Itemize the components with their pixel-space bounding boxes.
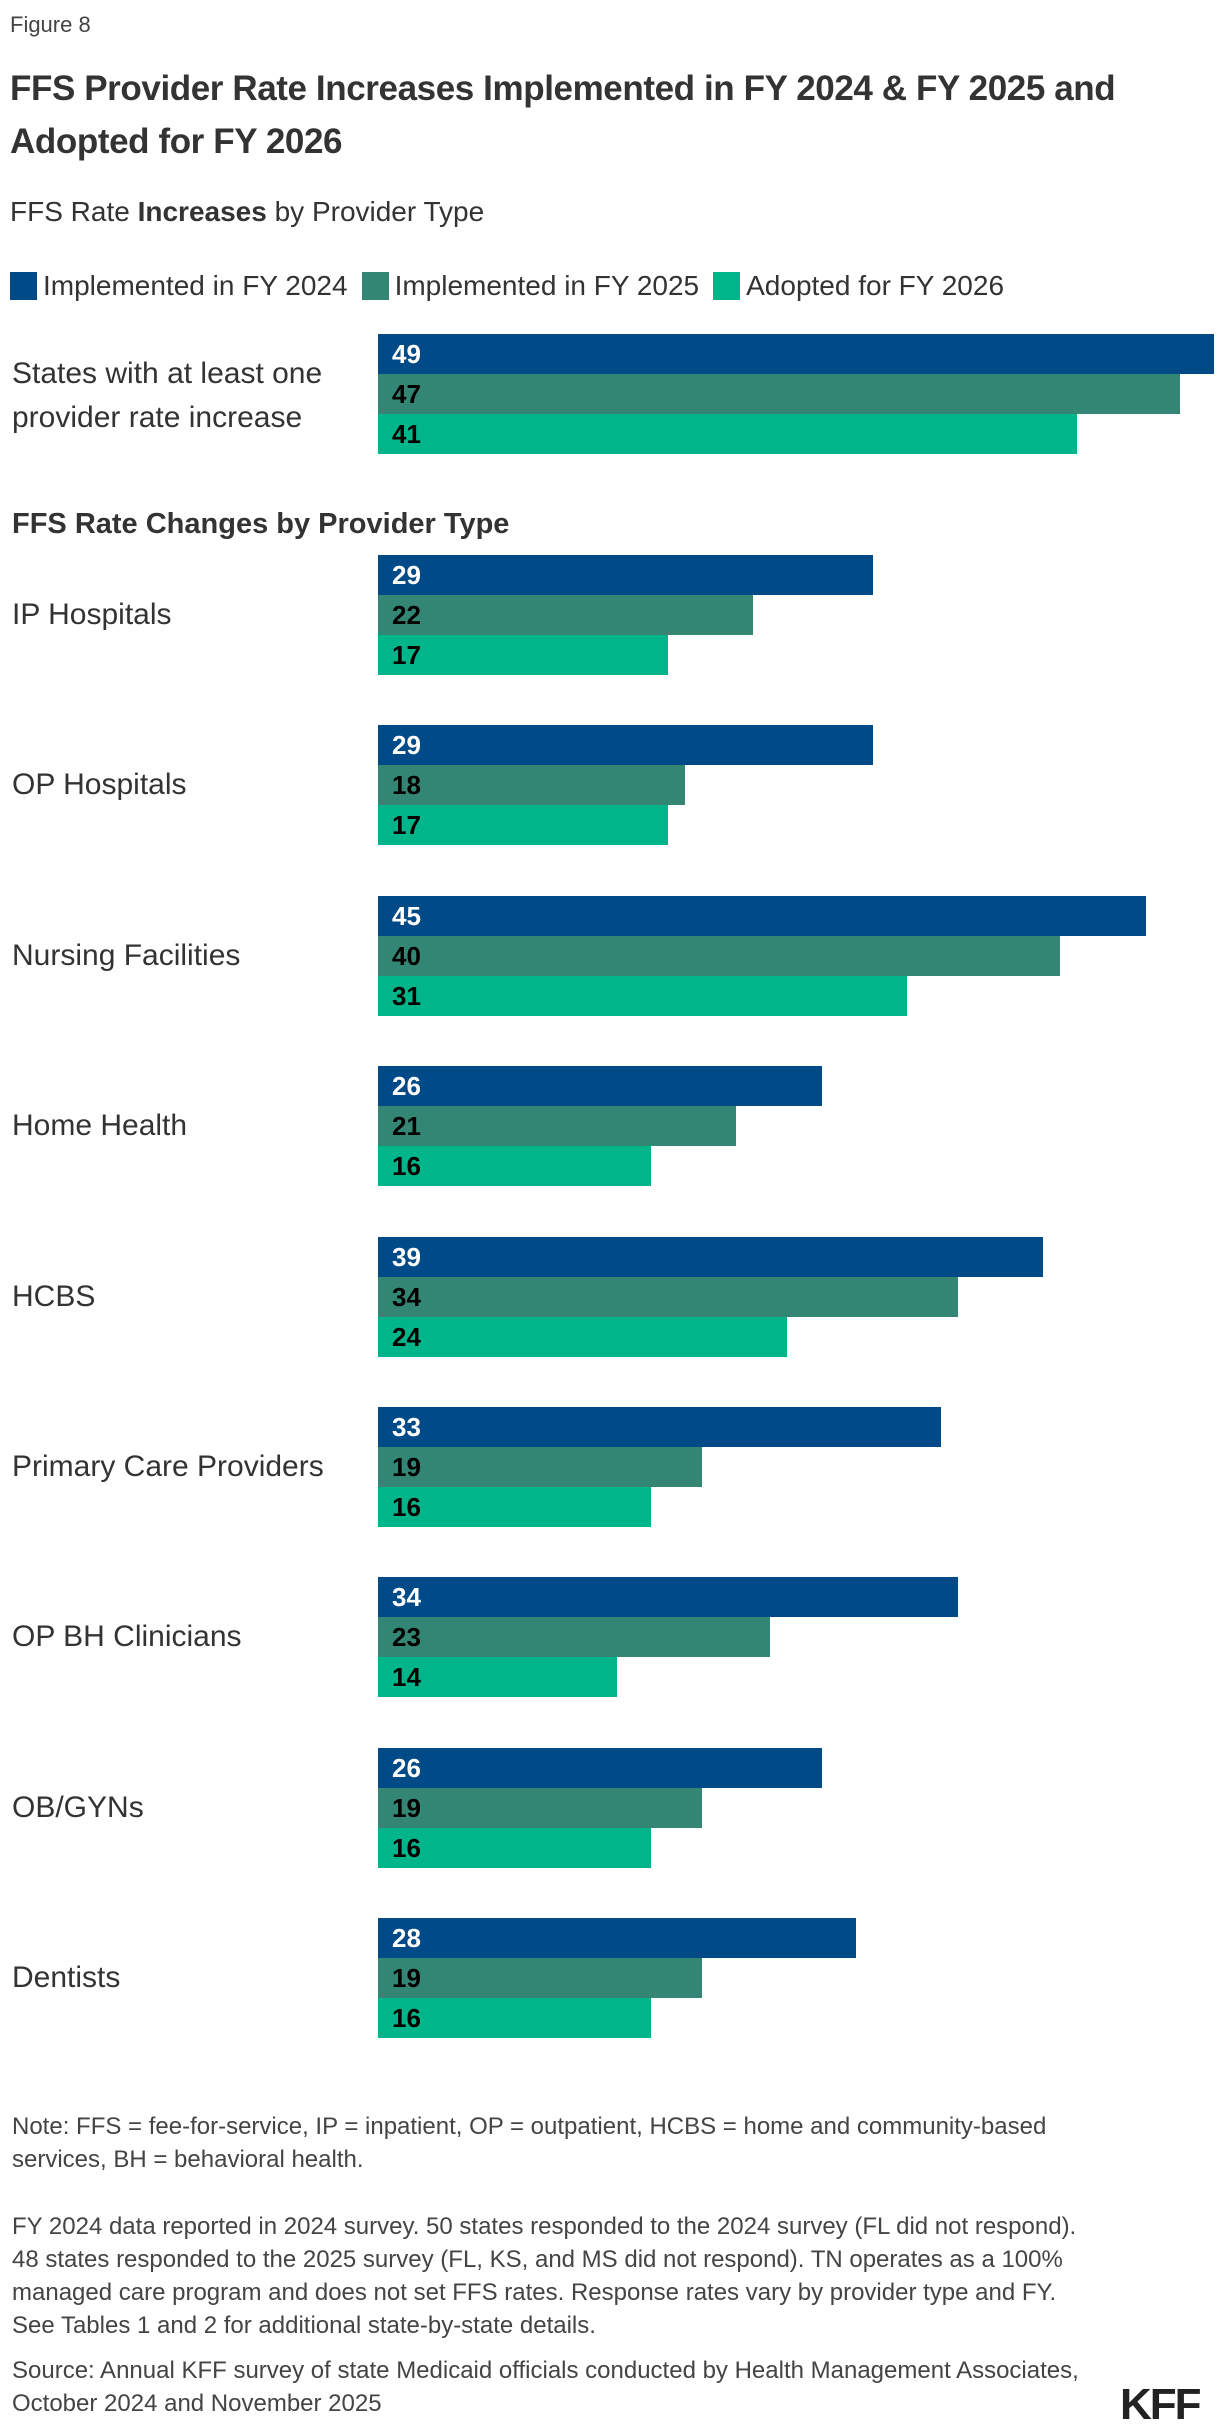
data-label: 19	[392, 1793, 421, 1823]
notes: Note: FFS = fee-for-service, IP = inpati…	[12, 2110, 1092, 2420]
section-heading: FFS Rate Changes by Provider Type	[12, 508, 510, 540]
bar: 22	[378, 595, 754, 635]
data-label: 16	[392, 1833, 421, 1863]
bar: 49	[378, 334, 1214, 374]
chart-subtitle: FFS Rate Increases by Provider Type	[10, 196, 484, 228]
data-label: 49	[392, 339, 421, 369]
legend-swatch	[10, 272, 37, 300]
figure-label: Figure 8	[10, 12, 91, 37]
data-label: 34	[392, 1582, 421, 1612]
data-label: 16	[392, 1492, 421, 1522]
data-label: 16	[392, 1151, 421, 1181]
kff-logo: KFF	[1120, 2380, 1202, 2429]
data-label: 26	[392, 1071, 421, 1101]
legend-swatch	[713, 272, 741, 300]
bar: 19	[378, 1788, 703, 1828]
data-label: 19	[392, 1963, 421, 1993]
bar: 34	[378, 1277, 959, 1317]
category-label: OP Hospitals	[12, 768, 187, 801]
data-label: 17	[392, 810, 421, 840]
legend-item-fy2025: Implemented in FY 2025	[361, 270, 700, 302]
bar: 18	[378, 765, 686, 805]
data-label: 39	[392, 1242, 421, 1272]
data-label: 34	[392, 1282, 421, 1312]
bar: 47	[378, 374, 1180, 414]
bar-chart: FFS Rate Changes by Provider Type States…	[12, 334, 1214, 2038]
category-label: Primary Care Providers	[12, 1450, 324, 1483]
legend-item-fy2024: Implemented in FY 2024	[10, 270, 348, 302]
data-label: 19	[392, 1452, 421, 1482]
data-label: 31	[392, 981, 421, 1011]
data-label: 45	[392, 901, 421, 931]
bar: 17	[378, 805, 669, 845]
bar: 16	[378, 1487, 651, 1527]
category-label: HCBS	[12, 1280, 96, 1313]
legend-label: Implemented in FY 2024	[43, 270, 348, 301]
source-text: Source: Annual KFF survey of state Medic…	[12, 2357, 1079, 2417]
bar: 31	[378, 976, 907, 1016]
bar: 40	[378, 936, 1061, 976]
bar: 28	[378, 1918, 856, 1958]
bar: 16	[378, 1146, 651, 1186]
subtitle-bold: Increases	[137, 196, 267, 227]
bar: 19	[378, 1447, 703, 1487]
bar: 19	[378, 1958, 703, 1998]
data-label: 14	[392, 1662, 421, 1692]
data-label: 21	[392, 1111, 421, 1141]
legend: Implemented in FY 2024 Implemented in FY…	[10, 270, 1018, 302]
legend-swatch	[361, 272, 389, 300]
category-label: OB/GYNs	[12, 1791, 144, 1824]
category-label: Dentists	[12, 1961, 121, 1994]
subtitle-text-end: by Provider Type	[266, 196, 485, 227]
category-label: States with at least one provider rate i…	[12, 357, 323, 434]
legend-label: Adopted for FY 2026	[746, 270, 1005, 301]
legend-item-fy2026: Adopted for FY 2026	[713, 270, 1004, 302]
bar: 29	[378, 555, 873, 595]
bar: 34	[378, 1577, 959, 1617]
data-label: 33	[392, 1412, 421, 1442]
note-text: Note: FFS = fee-for-service, IP = inpati…	[12, 2113, 1047, 2173]
data-label: 24	[392, 1322, 421, 1352]
data-label: 16	[392, 2003, 421, 2033]
bar: 17	[378, 635, 669, 675]
data-label: 47	[392, 379, 421, 409]
data-label: 23	[392, 1622, 421, 1652]
bar: 41	[378, 414, 1078, 454]
category-label: Nursing Facilities	[12, 939, 241, 972]
category-label: OP BH Clinicians	[12, 1620, 242, 1653]
subtitle-text: FFS Rate	[10, 196, 138, 227]
detail-text: FY 2024 data reported in 2024 survey. 50…	[12, 2213, 1077, 2339]
category-label: IP Hospitals	[12, 598, 172, 631]
data-label: 28	[392, 1923, 421, 1953]
bar: 21	[378, 1106, 737, 1146]
bar: 39	[378, 1237, 1044, 1277]
data-label: 29	[392, 560, 421, 590]
legend-label: Implemented in FY 2025	[394, 270, 700, 301]
bar: 45	[378, 896, 1146, 936]
category-label: Home Health	[12, 1109, 188, 1142]
data-label: 18	[392, 770, 421, 800]
data-label: 29	[392, 730, 421, 760]
bar: 14	[378, 1657, 617, 1697]
data-label: 17	[392, 640, 421, 670]
data-label: 40	[392, 941, 421, 971]
bar: 24	[378, 1317, 788, 1357]
data-label: 26	[392, 1753, 421, 1783]
bar: 16	[378, 1828, 651, 1868]
bar: 16	[378, 1998, 651, 2038]
bar: 26	[378, 1748, 822, 1788]
bar: 33	[378, 1407, 941, 1447]
bar: 26	[378, 1066, 822, 1106]
bar: 29	[378, 725, 873, 765]
bar: 23	[378, 1617, 771, 1657]
data-label: 22	[392, 600, 421, 630]
chart-title: FFS Provider Rate Increases Implemented …	[10, 69, 1116, 161]
data-label: 41	[392, 419, 421, 449]
